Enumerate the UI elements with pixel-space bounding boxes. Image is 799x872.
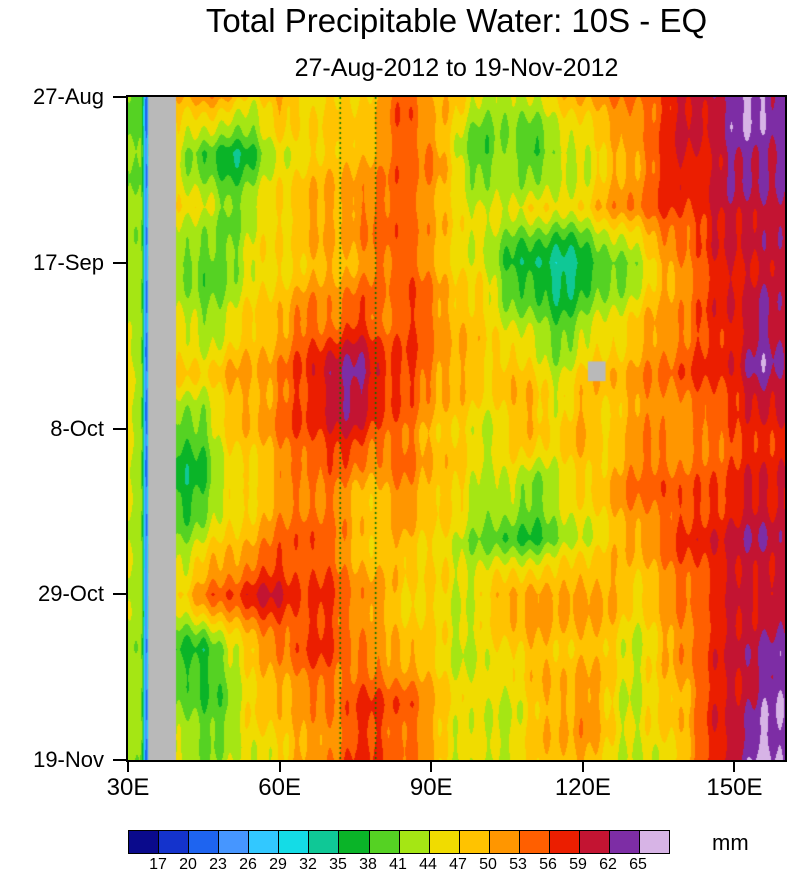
colorbar-cell [399,831,430,853]
y-axis-tick [113,261,126,264]
y-axis-tick [113,96,126,98]
x-axis-label: 120E [554,774,611,801]
colorbar-cell [369,831,400,853]
colorbar-cell [640,831,670,853]
y-axis-tick [113,427,126,430]
x-axis-label: 30E [106,774,150,801]
colorbar-tick-label: 32 [299,856,317,872]
colorbar-tick-label: 17 [149,856,167,872]
colorbar-cell [279,831,310,853]
colorbar-cell [549,831,580,853]
colorbar-tick-label: 44 [419,856,437,872]
colorbar-tick-label: 23 [209,856,227,872]
y-axis-label: 27-Aug [33,84,104,109]
x-axis-tick [127,762,129,772]
colorbar-cell [219,831,250,853]
colorbar-cell [249,831,280,853]
plot-area [126,95,787,762]
colorbar-cell [339,831,370,853]
x-axis-label: 90E [409,774,453,801]
colorbar-cell [519,831,550,853]
colorbar-cell [579,831,610,853]
colorbar-unit-label: mm [712,830,749,855]
x-axis-tick [278,762,281,772]
colorbar-tick-label: 35 [329,856,347,872]
colorbar-tick-label: 41 [389,856,407,872]
colorbar-cell [159,831,190,853]
y-axis-tick [113,593,126,596]
chart-title: Total Precipitable Water: 10S - EQ [205,2,708,39]
colorbar-tick-label: 56 [539,856,557,872]
y-axis-label: 17-Sep [33,249,104,275]
y-axis-label: 29-Oct [37,581,104,607]
colorbar-cell [610,831,641,853]
colorbar-cell [489,831,520,853]
colorbar [128,830,670,854]
colorbar-cell [459,831,490,853]
chart-subtitle: 27-Aug-2012 to 19-Nov-2012 [294,54,619,82]
colorbar-cell [189,831,220,853]
colorbar-tick-label: 38 [359,856,377,872]
y-axis-tick [113,759,126,761]
colorbar-tick-label: 26 [239,856,257,872]
y-axis-label: 19-Nov [33,747,104,772]
colorbar-cell [129,831,160,853]
colorbar-tick-label: 59 [569,856,587,872]
colorbar-tick-label: 29 [269,856,287,872]
colorbar-tick-label: 47 [449,856,467,872]
y-axis-label: 8-Oct [50,415,104,441]
x-axis-label: 60E [258,774,301,801]
colorbar-tick-label: 65 [629,856,647,872]
colorbar-tick-label: 50 [479,856,497,872]
colorbar-tick-label: 53 [509,856,527,872]
x-axis-label: 150E [706,774,763,801]
colorbar-cell [309,831,340,853]
x-axis-tick [581,762,584,772]
heatmap-canvas [128,97,785,760]
colorbar-tick-label: 62 [599,856,617,872]
x-axis-tick [430,762,433,772]
x-axis-tick [733,762,736,772]
colorbar-tick-label: 20 [179,856,197,872]
colorbar-cell [429,831,460,853]
